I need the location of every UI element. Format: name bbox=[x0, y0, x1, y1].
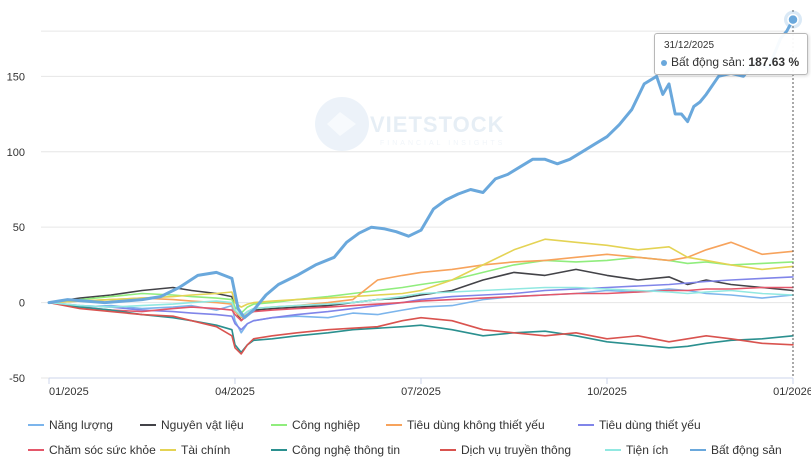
legend-label: Bất động sản bbox=[711, 443, 782, 457]
legend-item-7[interactable]: Tài chính bbox=[160, 443, 230, 457]
series-line-11 bbox=[47, 18, 795, 320]
series-line-1 bbox=[48, 288, 794, 334]
watermark-logo: VIETSTOCK FINANCIAL INSIGHTS bbox=[315, 97, 505, 151]
legend-item-2[interactable]: Nguyên vật liệu bbox=[140, 418, 244, 432]
x-tick-label: 01/2026 bbox=[773, 386, 811, 398]
legend-item-11[interactable]: Bất động sản bbox=[690, 443, 782, 457]
legend: Năng lượng Nguyên vật liệu Công nghiệp Tiêu… bbox=[28, 418, 782, 457]
legend-label: Năng lượng bbox=[49, 418, 113, 432]
legend-item-8[interactable]: Công nghệ thông tin bbox=[271, 443, 400, 457]
tooltip: 31/12/2025 Bất động sản: 187.63 % bbox=[654, 33, 808, 75]
legend-item-4[interactable]: Tiêu dùng không thiết yếu bbox=[386, 418, 545, 432]
legend-label: Nguyên vật liệu bbox=[161, 418, 244, 432]
x-tick-label: 04/2025 bbox=[215, 386, 255, 398]
x-tick-label: 01/2025 bbox=[49, 386, 89, 398]
series-line-4 bbox=[48, 241, 794, 319]
legend-item-10[interactable]: Tiện ích bbox=[605, 443, 668, 457]
series-line-7 bbox=[48, 238, 794, 308]
legend-label: Chăm sóc sức khỏe bbox=[49, 443, 156, 457]
legend-item-3[interactable]: Công nghiệp bbox=[271, 418, 360, 432]
tooltip-date: 31/12/2025 bbox=[664, 40, 715, 51]
hover-point bbox=[787, 13, 799, 26]
svg-text:VIETSTOCK: VIETSTOCK bbox=[370, 112, 505, 137]
x-tick-label: 07/2025 bbox=[401, 386, 441, 398]
legend-label: Tài chính bbox=[181, 443, 230, 457]
y-tick-label: 50 bbox=[13, 222, 25, 234]
legend-item-9[interactable]: Dịch vụ truyền thông bbox=[440, 443, 571, 457]
series-line-5 bbox=[48, 276, 794, 331]
legend-item-5[interactable]: Tiêu dùng thiết yếu bbox=[578, 418, 701, 432]
x-axis: 01/2025 04/2025 07/2025 10/2025 01/2026 bbox=[48, 377, 811, 398]
y-axis: -50 0 50 100 150 bbox=[7, 71, 25, 385]
series-line-6 bbox=[48, 286, 794, 322]
legend-label: Tiêu dùng thiết yếu bbox=[599, 418, 701, 432]
svg-text:FINANCIAL INSIGHTS: FINANCIAL INSIGHTS bbox=[380, 140, 505, 147]
y-tick-label: 0 bbox=[19, 298, 25, 310]
legend-label: Dịch vụ truyền thông bbox=[461, 443, 571, 457]
x-tick-label: 10/2025 bbox=[587, 386, 627, 398]
y-tick-label: 100 bbox=[7, 147, 25, 159]
legend-item-1[interactable]: Năng lượng bbox=[28, 418, 113, 432]
legend-label: Tiện ích bbox=[626, 443, 668, 457]
legend-label: Tiêu dùng không thiết yếu bbox=[407, 418, 545, 432]
y-tick-label: -50 bbox=[9, 373, 25, 385]
series-line-10 bbox=[48, 286, 794, 317]
tooltip-series-line: Bất động sản: 187.63 % bbox=[661, 55, 799, 69]
tooltip-series-name: Bất động sản bbox=[671, 55, 742, 69]
y-tick-label: 150 bbox=[7, 71, 25, 83]
series-layer bbox=[47, 18, 795, 355]
tooltip-value: 187.63 % bbox=[748, 55, 800, 69]
tooltip-series-dot bbox=[661, 59, 667, 66]
legend-item-6[interactable]: Chăm sóc sức khỏe bbox=[28, 443, 156, 457]
legend-label: Công nghệ thông tin bbox=[292, 443, 400, 457]
legend-label: Công nghiệp bbox=[292, 418, 360, 432]
series-line-9 bbox=[48, 301, 794, 355]
